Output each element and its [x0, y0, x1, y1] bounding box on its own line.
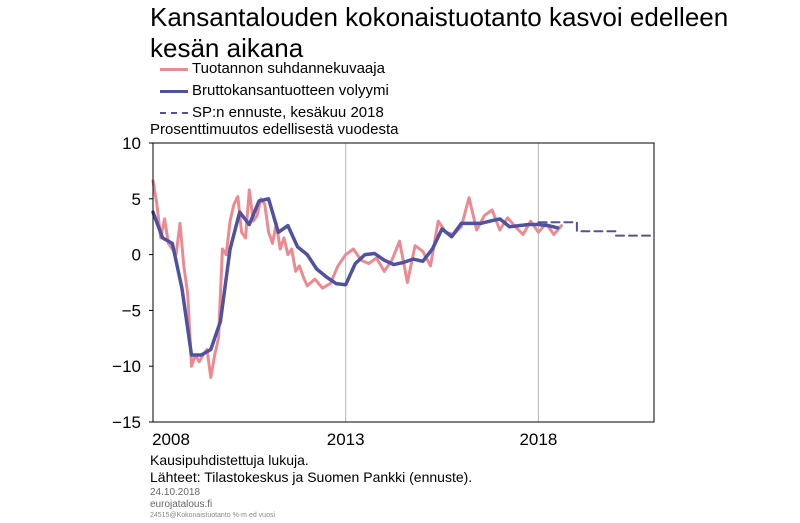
legend-item-bkt: Bruttokansantuotteen volyymi	[160, 80, 389, 102]
legend-swatch-dashed	[160, 112, 188, 114]
legend: Tuotannon suhdannekuvaaja Bruttokansantu…	[160, 58, 389, 124]
legend-label: Bruttokansantuotteen volyymi	[192, 82, 389, 99]
footnote: Kausipuhdistettuja lukuja.	[150, 452, 309, 468]
legend-label: Tuotannon suhdannekuvaaja	[192, 60, 385, 77]
x-tick-label: 2018	[519, 430, 557, 449]
chart-title: Kansantalouden kokonaistuotanto kasvoi e…	[150, 2, 729, 63]
series-line-1	[151, 197, 560, 357]
legend-swatch-red	[160, 67, 188, 71]
chart-code: 24515@Kokonaistuotanto %-m ed vuosi	[150, 512, 276, 519]
legend-label: SP:n ennuste, kesäkuu 2018	[192, 104, 384, 121]
publish-date: 24.10.2018	[150, 487, 201, 498]
x-tick-label: 2008	[152, 430, 190, 449]
y-tick-label: −15	[112, 413, 141, 432]
legend-swatch-blue	[160, 89, 188, 93]
site-name: eurojatalous.fi	[150, 499, 213, 510]
plot-frame	[152, 142, 655, 423]
y-tick-label: 0	[132, 246, 141, 265]
series-line-2	[537, 221, 655, 237]
series-line-0	[151, 179, 563, 379]
chart-footer: Kausipuhdistettuja lukuja. Lähteet: Tila…	[150, 452, 472, 486]
x-tick-label: 2013	[327, 430, 365, 449]
legend-item-ennuste: SP:n ennuste, kesäkuu 2018	[160, 102, 389, 124]
y-tick-label: −10	[112, 357, 141, 376]
y-tick-label: 5	[132, 190, 141, 209]
y-tick-label: 10	[122, 134, 141, 153]
source-note: Lähteet: Tilastokeskus ja Suomen Pankki …	[150, 469, 473, 485]
y-tick-label: −5	[122, 301, 141, 320]
legend-item-suhdannekuvaaja: Tuotannon suhdannekuvaaja	[160, 58, 389, 80]
y-axis-label: Prosenttimuutos edellisestä vuodesta	[150, 121, 399, 138]
